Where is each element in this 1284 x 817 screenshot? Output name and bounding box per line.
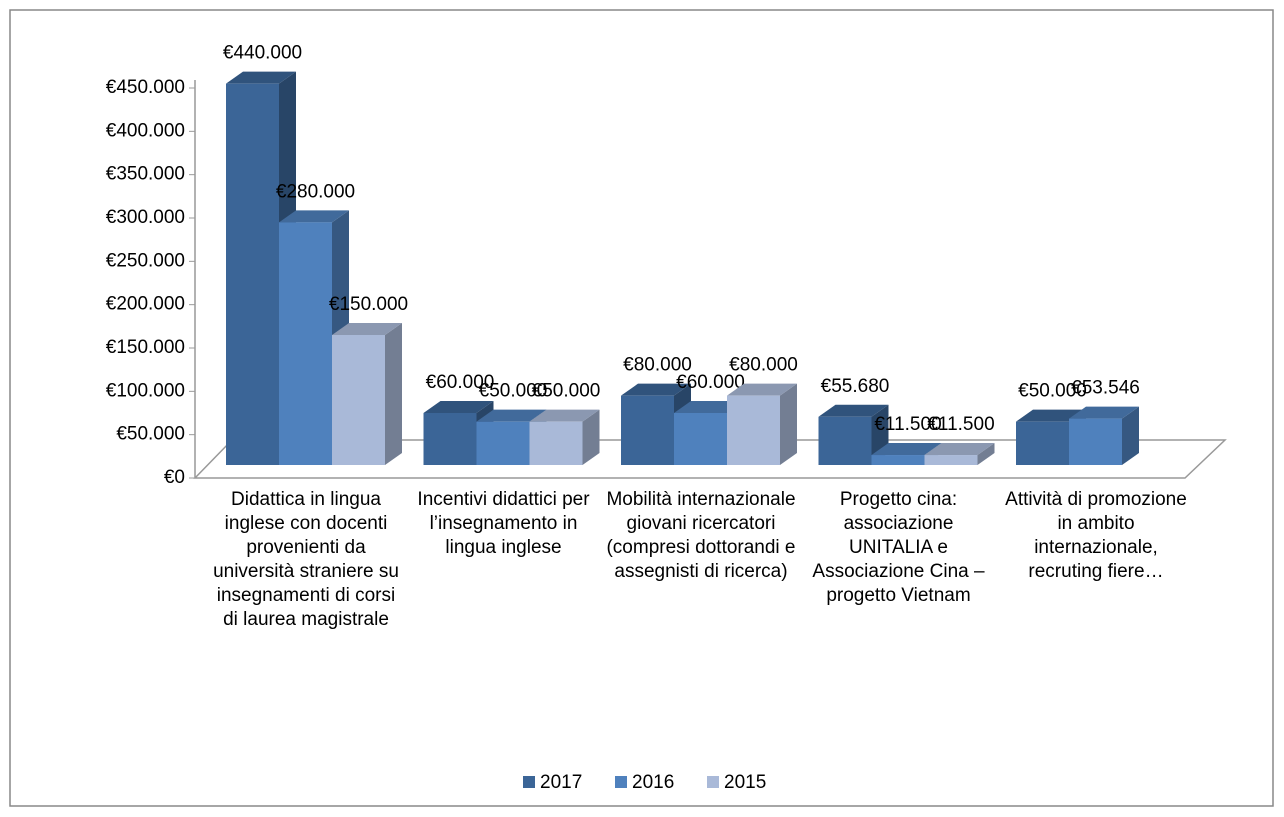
y-tick-label: €350.000 <box>106 164 185 185</box>
bar-top <box>621 383 691 396</box>
bar-top <box>1069 406 1139 419</box>
y-tick-label: €250.000 <box>106 250 185 271</box>
bar <box>818 416 872 465</box>
value-label: €53.546 <box>1071 378 1140 399</box>
bar <box>226 83 279 466</box>
value-label: €11.500 <box>874 414 941 435</box>
bar <box>1016 421 1069 465</box>
bar <box>332 335 385 465</box>
bar-side <box>385 323 402 465</box>
bar-top <box>924 443 995 456</box>
value-label: €60.000 <box>676 372 745 393</box>
y-tick-label: €450.000 <box>106 77 185 98</box>
y-tick-label: €50.000 <box>116 424 185 445</box>
bar <box>476 421 530 465</box>
bar <box>423 413 477 465</box>
bar <box>924 455 978 465</box>
value-label: €80.000 <box>729 355 798 376</box>
bar-top <box>529 409 600 422</box>
legend-swatch <box>707 776 719 788</box>
x-tick-label: Didattica in lingua inglese con docenti … <box>213 489 399 630</box>
value-label: €440.000 <box>223 43 302 64</box>
bar-top <box>226 71 296 84</box>
value-label: €11.500 <box>927 414 994 435</box>
x-tick-label: Progetto cina: associazione UNITALIA e A… <box>812 489 985 606</box>
bar-top <box>423 401 494 413</box>
bar-top <box>727 383 797 396</box>
bar-top <box>871 443 942 456</box>
value-label: €50.000 <box>479 381 548 402</box>
legend-swatch <box>523 776 535 788</box>
legend-label: 2015 <box>724 772 766 793</box>
bar-side <box>582 409 600 465</box>
bar-side <box>780 383 797 465</box>
value-label: €280.000 <box>276 181 355 202</box>
bar <box>1069 418 1122 465</box>
value-label: €80.000 <box>623 355 692 376</box>
bar <box>727 395 780 465</box>
value-label: €55.680 <box>821 376 890 397</box>
bar-side <box>1122 406 1139 465</box>
value-label: €50.000 <box>532 381 601 402</box>
value-label: €60.000 <box>426 372 495 393</box>
legend-label: 2017 <box>540 772 582 793</box>
y-tick-label: €0 <box>164 467 185 488</box>
y-tick-label: €300.000 <box>106 207 185 228</box>
bar-top <box>818 404 889 417</box>
bar-top <box>332 323 402 335</box>
bar-top <box>1016 409 1086 422</box>
x-tick-label: Incentivi didattici per l’insegnamento i… <box>417 489 590 558</box>
x-tick-label: Attività di promozione in ambito interna… <box>1005 489 1187 582</box>
bar-top <box>674 401 744 413</box>
y-tick-label: €400.000 <box>106 120 185 141</box>
bar <box>279 222 332 465</box>
bar-side <box>977 443 995 465</box>
value-label: €150.000 <box>329 294 408 315</box>
y-tick-label: €200.000 <box>106 294 185 315</box>
floor <box>193 439 1227 479</box>
bar <box>621 395 674 465</box>
bar <box>674 413 727 465</box>
x-tick-label: Mobilità internazionale giovani ricercat… <box>606 489 796 582</box>
y-tick-label: €150.000 <box>106 337 185 358</box>
bar <box>871 455 925 465</box>
y-tick-label: €100.000 <box>106 380 185 401</box>
bar-top <box>476 409 547 422</box>
legend-label: 2016 <box>632 772 674 793</box>
legend-swatch <box>615 776 627 788</box>
value-label: €50.000 <box>1018 381 1087 402</box>
bar <box>529 421 583 465</box>
bar-top <box>279 210 349 223</box>
